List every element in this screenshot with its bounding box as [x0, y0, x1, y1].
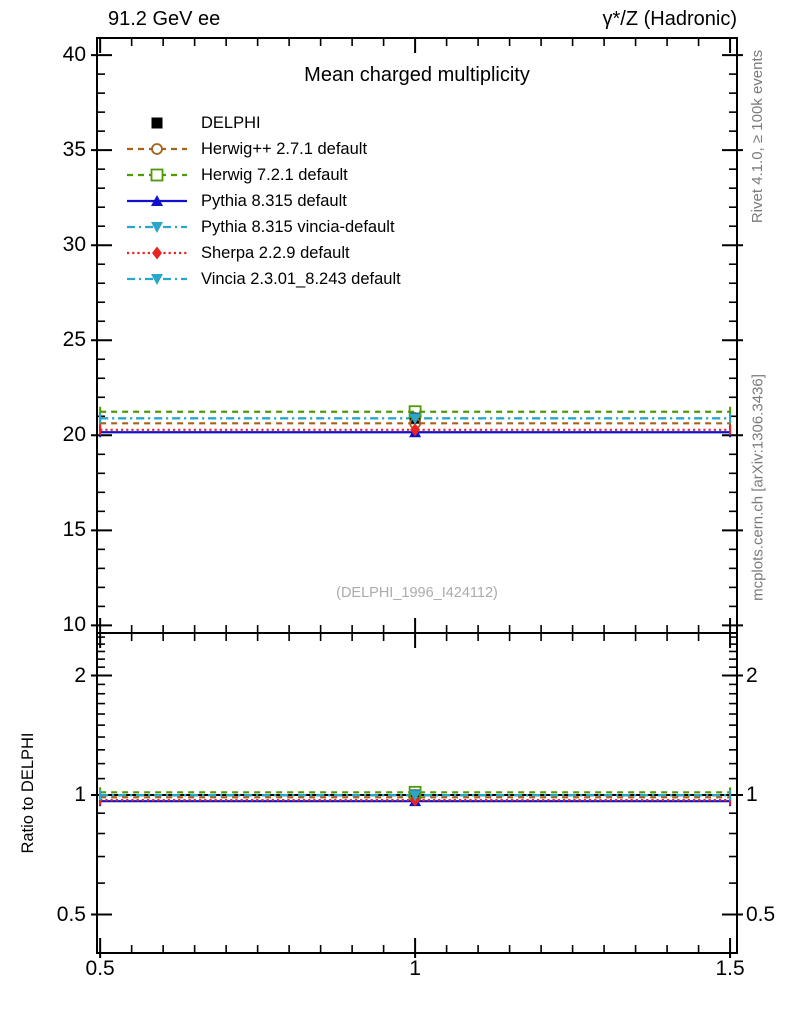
- main-y-tick-label: 25: [62, 328, 86, 352]
- main-y-tick-label: 40: [62, 43, 86, 67]
- legend-item: Pythia 8.315 vincia-default: [126, 214, 395, 240]
- watermark: (DELPHI_1996_I424112): [336, 585, 498, 601]
- x-tick-label: 0.5: [85, 957, 115, 980]
- legend-marker-icon: [127, 222, 187, 233]
- legend-item: Sherpa 2.2.9 default: [126, 240, 350, 266]
- legend-item-label: Herwig 7.2.1 default: [201, 165, 348, 184]
- process-label: γ*/Z (Hadronic): [602, 8, 737, 30]
- beam-energy-label: 91.2 GeV ee: [108, 8, 221, 30]
- legend-marker-icon: [127, 246, 187, 260]
- main-y-tick-label: 20: [62, 423, 86, 447]
- legend-marker-icon: [151, 117, 163, 129]
- x-tick-label: 1: [409, 957, 421, 980]
- main-y-tick-label: 10: [62, 613, 86, 633]
- legend-item: Herwig++ 2.7.1 default: [126, 136, 367, 162]
- plot-title: Mean charged multiplicity: [304, 64, 530, 86]
- ratio-y-axis-labels-left: 0.5 1 2: [0, 633, 96, 973]
- legend-marker-icon: [127, 143, 187, 155]
- ratio-y-tick-label-left: 0.5: [56, 902, 86, 926]
- legend-item-label: Pythia 8.315 default: [201, 191, 347, 210]
- main-y-tick-label: 15: [62, 518, 86, 542]
- ratio-panel-frame: [96, 632, 738, 954]
- legend-item: DELPHI: [126, 110, 261, 136]
- ratio-y-axis-labels-right: 0.5 1 2: [0, 633, 786, 973]
- ratio-y-tick-label-right: 0.5: [746, 902, 776, 926]
- legend-item-label: DELPHI: [201, 113, 261, 132]
- legend-item-label: Herwig++ 2.7.1 default: [201, 139, 368, 158]
- marker-main: [410, 423, 421, 437]
- legend-item: Vincia 2.3.01_8.243 default: [126, 266, 401, 292]
- legend-item-label: Vincia 2.3.01_8.243 default: [201, 269, 401, 288]
- main-y-axis-labels: 10 15 20 25 30 35 40: [0, 0, 96, 633]
- legend-item: Pythia 8.315 default: [126, 188, 347, 214]
- legend-item: Herwig 7.2.1 default: [126, 162, 348, 188]
- ratio-y-tick-label-right: 1: [746, 783, 758, 807]
- legend-item-label: Pythia 8.315 vincia-default: [201, 217, 395, 236]
- legend-marker-icon: [127, 168, 187, 182]
- marker-ratio: [409, 790, 422, 802]
- ratio-y-tick-label-left: 1: [74, 783, 86, 807]
- ratio-y-tick-label-left: 2: [74, 663, 86, 687]
- main-y-tick-label: 35: [62, 138, 86, 162]
- marker-main: [409, 413, 422, 425]
- legend-marker-icon: [127, 195, 187, 206]
- main-y-tick-label: 30: [62, 233, 86, 257]
- legend-marker-icon: [127, 274, 187, 285]
- x-tick-label: 1.5: [715, 957, 745, 980]
- ratio-y-tick-label-right: 2: [746, 663, 758, 687]
- legend-item-label: Sherpa 2.2.9 default: [201, 243, 350, 262]
